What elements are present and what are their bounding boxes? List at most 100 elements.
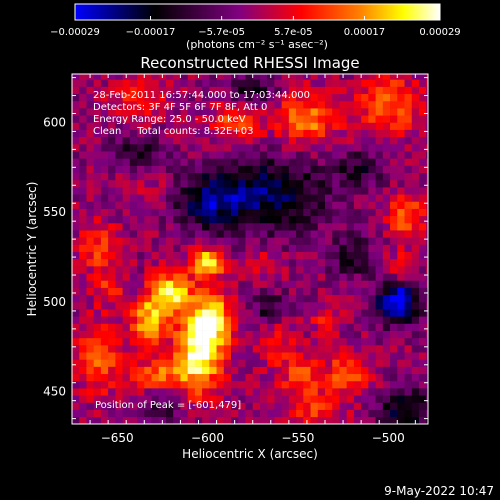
heatmap-cell: [324, 380, 333, 389]
heatmap-cell: [411, 201, 420, 209]
heatmap-cell: [231, 165, 239, 174]
heatmap-cell: [303, 79, 311, 87]
heatmap-cell: [100, 244, 109, 252]
heatmap-cell: [202, 79, 210, 87]
heatmap-cell: [137, 208, 145, 217]
heatmap-cell: [346, 388, 355, 396]
heatmap-cell: [216, 416, 225, 424]
heatmap-cell: [223, 345, 232, 353]
heatmap-cell: [375, 294, 384, 303]
heatmap-cell: [404, 409, 413, 418]
heatmap-cell: [361, 352, 369, 360]
heatmap-cell: [411, 151, 420, 159]
heatmap-cell: [151, 79, 160, 87]
heatmap-cell: [231, 208, 239, 217]
heatmap-cell: [245, 366, 254, 375]
heatmap-cell: [231, 345, 239, 353]
heatmap-cell: [165, 74, 174, 80]
heatmap-cell: [382, 179, 391, 188]
heatmap-cell: [397, 402, 405, 410]
heatmap-cell: [151, 194, 160, 202]
heatmap-cell: [382, 215, 391, 224]
heatmap-cell: [137, 79, 145, 87]
heatmap-cell: [151, 230, 160, 238]
heatmap-cell: [165, 151, 174, 159]
heatmap-cell: [397, 208, 405, 217]
annotation-detectors: Detectors: 3F 4F 5F 6F 7F 8F, Att 0: [93, 102, 267, 113]
heatmap-cell: [86, 179, 94, 188]
heatmap-cell: [245, 136, 254, 145]
heatmap-cell: [324, 79, 333, 87]
heatmap-cell: [332, 402, 340, 410]
heatmap-cell: [418, 337, 427, 346]
heatmap-cell: [426, 366, 428, 375]
heatmap-cell: [252, 108, 261, 116]
heatmap-cell: [158, 165, 167, 174]
heatmap-cell: [194, 115, 203, 123]
heatmap-cell: [158, 215, 167, 224]
heatmap-cell: [100, 215, 109, 224]
heatmap-cell: [288, 294, 297, 303]
heatmap-cell: [288, 287, 297, 296]
heatmap-cell: [353, 194, 362, 202]
heatmap-cell: [115, 93, 123, 102]
heatmap-cell: [252, 244, 261, 252]
heatmap-cell: [216, 287, 225, 296]
heatmap-cell: [137, 345, 145, 353]
heatmap-cell: [346, 273, 355, 281]
heatmap-cell: [180, 258, 188, 267]
heatmap-cell: [173, 108, 181, 116]
heatmap-cell: [79, 115, 87, 123]
heatmap-cell: [223, 280, 232, 288]
heatmap-cell: [72, 294, 80, 303]
heatmap-cell: [100, 208, 109, 217]
heatmap-cell: [72, 266, 80, 274]
heatmap-cell: [361, 409, 369, 418]
heatmap-cell: [418, 266, 427, 274]
heatmap-cell: [353, 273, 362, 281]
heatmap-cell: [79, 230, 87, 238]
heatmap-cell: [238, 86, 246, 95]
heatmap-cell: [361, 100, 369, 109]
heatmap-cell: [202, 115, 210, 123]
heatmap-cell: [72, 409, 80, 418]
heatmap-cell: [375, 86, 384, 95]
heatmap-cell: [353, 215, 362, 224]
heatmap-cell: [223, 301, 232, 310]
heatmap-cell: [79, 201, 87, 209]
heatmap-cell: [165, 194, 174, 202]
heatmap-cell: [122, 258, 131, 267]
heatmap-cell: [296, 187, 304, 195]
heatmap-cell: [375, 395, 384, 403]
heatmap-cell: [137, 316, 145, 324]
heatmap-cell: [303, 158, 311, 166]
heatmap-cell: [303, 301, 311, 310]
heatmap-cell: [194, 373, 203, 382]
heatmap-cell: [115, 402, 123, 410]
heatmap-cell: [375, 172, 384, 181]
heatmap-cell: [158, 86, 167, 95]
heatmap-cell: [194, 237, 203, 245]
chart-title: Reconstructed RHESSI Image: [140, 54, 359, 72]
heatmap-cell: [79, 215, 87, 224]
heatmap-cell: [296, 323, 304, 331]
heatmap-cell: [303, 273, 311, 281]
heatmap-cell: [346, 316, 355, 324]
heatmap-cell: [267, 266, 275, 274]
heatmap-cell: [361, 316, 369, 324]
heatmap-cell: [324, 359, 333, 367]
heatmap-cell: [180, 172, 188, 181]
heatmap-cell: [187, 79, 196, 87]
heatmap-cell: [202, 416, 210, 424]
heatmap-cell: [411, 294, 420, 303]
heatmap-cell: [368, 129, 376, 138]
heatmap-cell: [158, 93, 167, 102]
heatmap-cell: [231, 194, 239, 202]
heatmap-cell: [296, 165, 304, 174]
heatmap-cell: [216, 115, 225, 123]
heatmap-cell: [368, 158, 376, 166]
heatmap-cell: [238, 287, 246, 296]
heatmap-cell: [158, 366, 167, 375]
heatmap-cell: [216, 309, 225, 317]
heatmap-cell: [332, 373, 340, 382]
